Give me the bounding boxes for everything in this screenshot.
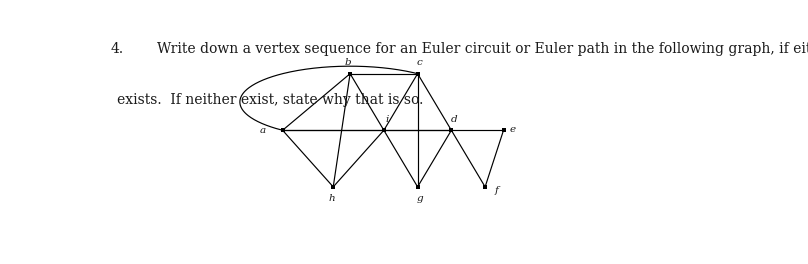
Text: h: h: [328, 194, 335, 202]
Text: exists.  If neither exist, state why that is so.: exists. If neither exist, state why that…: [116, 93, 423, 107]
Text: 4.: 4.: [111, 42, 124, 56]
Text: i: i: [385, 115, 389, 124]
Text: b: b: [345, 58, 351, 67]
Text: a: a: [259, 126, 266, 135]
Text: g: g: [416, 194, 423, 202]
Text: f: f: [494, 186, 499, 195]
Text: Write down a vertex sequence for an Euler circuit or Euler path in the following: Write down a vertex sequence for an Eule…: [158, 42, 808, 56]
Text: d: d: [451, 115, 458, 124]
Text: c: c: [417, 58, 423, 67]
Text: e: e: [510, 125, 516, 134]
